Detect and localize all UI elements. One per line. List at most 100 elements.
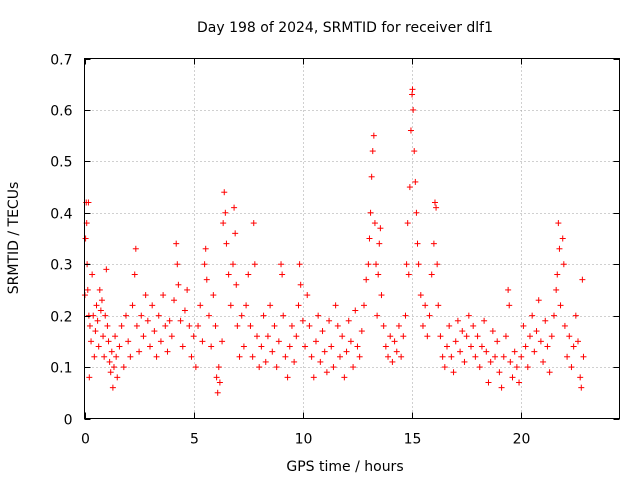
data-point xyxy=(299,317,306,324)
data-point xyxy=(225,271,232,278)
data-point xyxy=(526,333,533,340)
data-point xyxy=(240,343,247,350)
data-point xyxy=(220,220,227,227)
data-point xyxy=(122,312,129,319)
data-point xyxy=(98,297,105,304)
data-point xyxy=(186,322,193,329)
data-point xyxy=(560,261,567,268)
y-tick-label: 0.2 xyxy=(50,310,72,326)
data-point xyxy=(468,343,475,350)
data-point xyxy=(147,343,154,350)
data-point xyxy=(229,261,236,268)
data-point xyxy=(144,317,151,324)
data-point xyxy=(238,312,245,319)
data-point xyxy=(328,343,335,350)
data-point xyxy=(537,338,544,345)
data-point xyxy=(339,333,346,340)
data-point xyxy=(516,379,523,386)
data-point xyxy=(568,364,575,371)
data-point xyxy=(95,343,102,350)
data-point xyxy=(334,322,341,329)
data-point xyxy=(356,353,363,360)
data-point xyxy=(535,297,542,304)
data-point xyxy=(227,302,234,309)
data-point xyxy=(291,358,298,365)
data-point xyxy=(205,312,212,319)
data-point xyxy=(269,348,276,355)
data-point xyxy=(221,189,228,196)
data-point xyxy=(426,312,433,319)
data-point xyxy=(465,312,472,319)
data-point xyxy=(250,220,257,227)
data-point xyxy=(201,261,208,268)
data-point xyxy=(350,364,357,371)
data-point xyxy=(282,353,289,360)
data-point xyxy=(85,199,92,206)
data-point xyxy=(414,240,421,247)
data-point xyxy=(358,328,365,335)
data-point xyxy=(409,86,416,93)
data-point xyxy=(101,353,108,360)
data-point xyxy=(160,292,167,299)
data-point xyxy=(208,343,215,350)
data-point xyxy=(550,312,557,319)
data-point xyxy=(164,348,171,355)
data-point xyxy=(511,348,518,355)
data-point xyxy=(175,281,182,288)
data-point xyxy=(561,322,568,329)
data-point xyxy=(199,338,206,345)
data-point xyxy=(136,348,143,355)
y-tick-label: 0.5 xyxy=(50,155,72,171)
data-point xyxy=(296,261,303,268)
data-point xyxy=(312,338,319,345)
data-point xyxy=(424,333,431,340)
data-point xyxy=(219,338,226,345)
data-point xyxy=(323,369,330,376)
data-point xyxy=(459,328,466,335)
data-point xyxy=(347,338,354,345)
data-point xyxy=(343,348,350,355)
data-point xyxy=(496,369,503,376)
data-point xyxy=(195,322,202,329)
data-point xyxy=(400,333,407,340)
data-point xyxy=(522,343,529,350)
data-point xyxy=(197,302,204,309)
data-point xyxy=(555,220,562,227)
data-point xyxy=(330,364,337,371)
data-point xyxy=(564,353,571,360)
data-point xyxy=(231,204,238,211)
y-tick-label: 0.7 xyxy=(50,53,72,69)
data-point xyxy=(505,286,512,293)
data-point xyxy=(500,353,507,360)
data-point xyxy=(489,328,496,335)
data-point xyxy=(428,271,435,278)
data-point xyxy=(188,353,195,360)
data-point xyxy=(336,353,343,360)
data-point xyxy=(463,333,470,340)
data-point xyxy=(572,312,579,319)
data-point xyxy=(212,322,219,329)
data-point xyxy=(174,261,181,268)
data-point xyxy=(481,317,488,324)
data-point xyxy=(97,307,104,314)
data-point xyxy=(93,302,100,309)
data-point xyxy=(256,364,263,371)
data-point xyxy=(533,328,540,335)
data-point xyxy=(304,292,311,299)
data-point xyxy=(166,317,173,324)
data-point xyxy=(106,358,113,365)
x-axis-title: GPS time / hours xyxy=(286,459,403,475)
data-point xyxy=(173,240,180,247)
data-point xyxy=(260,312,267,319)
data-point xyxy=(100,333,107,340)
data-point xyxy=(391,338,398,345)
data-point xyxy=(431,199,438,206)
data-point xyxy=(554,271,561,278)
data-point xyxy=(223,240,230,247)
data-point xyxy=(374,312,381,319)
data-point xyxy=(566,333,573,340)
data-point xyxy=(398,353,405,360)
data-point xyxy=(302,343,309,350)
data-point xyxy=(578,384,585,391)
data-point xyxy=(370,132,377,139)
